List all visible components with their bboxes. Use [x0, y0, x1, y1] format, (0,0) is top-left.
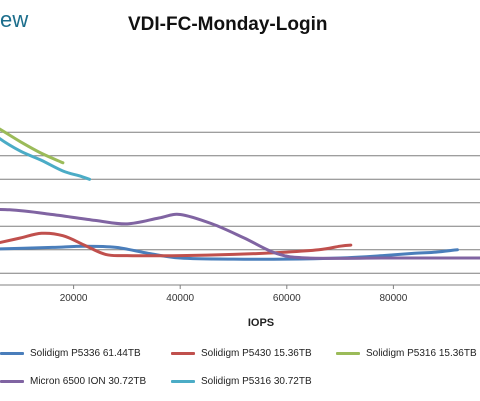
legend-item-0: Solidigm P5336 61.44TB	[0, 348, 141, 359]
legend-swatch-1	[171, 352, 195, 355]
legend-swatch-3	[0, 380, 24, 383]
legend-item-1: Solidigm P5430 15.36TB	[171, 348, 312, 359]
grid-layer	[0, 131, 480, 274]
legend-item-2: Solidigm P5316 15.36TB	[336, 348, 477, 359]
axis-layer: 20000 40000 60000 80000 IOPS	[0, 284, 480, 329]
legend: Solidigm P5336 61.44TB Solidigm P5430 15.…	[0, 348, 480, 398]
series-layer	[0, 127, 480, 261]
series-line-0	[0, 244, 459, 261]
x-tick-label-2: 60000	[273, 293, 301, 304]
legend-label-2: Solidigm P5316 15.36TB	[366, 348, 477, 359]
x-axis-title: IOPS	[248, 317, 274, 329]
legend-item-3: Micron 6500 ION 30.72TB	[0, 376, 146, 387]
legend-swatch-4	[171, 380, 195, 383]
legend-swatch-2	[336, 352, 360, 355]
legend-label-1: Solidigm P5430 15.36TB	[201, 348, 312, 359]
x-tick-label-3: 80000	[379, 293, 407, 304]
line-chart: 20000 40000 60000 80000 IOPS	[0, 127, 480, 329]
x-tick-label-0: 20000	[60, 293, 88, 304]
legend-label-3: Micron 6500 ION 30.72TB	[30, 376, 147, 387]
series-line-1	[0, 231, 353, 258]
chart-title: VDI-FC-Monday-Login	[128, 14, 328, 35]
legend-swatch-0	[0, 352, 24, 355]
series-line-3	[0, 207, 480, 260]
series-line-4	[0, 136, 92, 181]
x-tick-label-1: 40000	[166, 293, 194, 304]
legend-item-4: Solidigm P5316 30.72TB	[171, 376, 312, 387]
series-line-2	[0, 127, 65, 165]
legend-label-0: Solidigm P5336 61.44TB	[30, 348, 141, 359]
legend-label-4: Solidigm P5316 30.72TB	[201, 376, 312, 387]
brand-logo-text: ew	[0, 7, 29, 32]
